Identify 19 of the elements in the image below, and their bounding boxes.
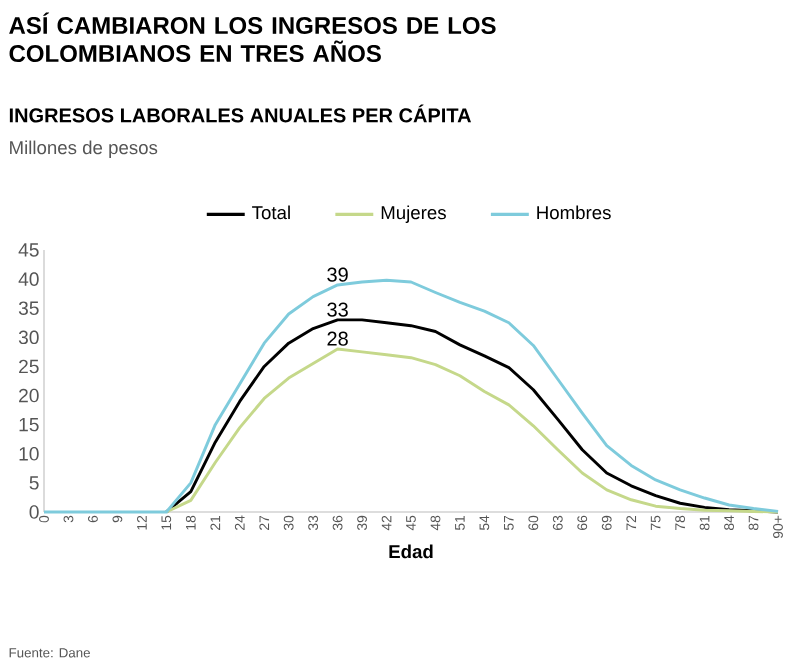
annotation: 33	[327, 302, 348, 317]
legend-label: Hombres	[537, 205, 611, 220]
y-tick-label: 30	[18, 330, 39, 345]
y-tick-label: 10	[19, 447, 39, 461]
y-tick-label: 25	[19, 359, 39, 374]
chart-subtitle: INGRESOS LABORALES ANUALES PER CÁPITA	[9, 104, 472, 123]
x-axis-title: Edad	[389, 544, 433, 559]
y-tick-label: 15	[19, 417, 39, 432]
chart-title: ASÍ CAMBIARON LOS INGRESOS DE LOS COLOMBIANOS EN TRES AÑOS	[9, 12, 496, 63]
y-tick-label: 20	[19, 388, 39, 403]
y-tick-label: 40	[18, 272, 39, 286]
y-tick-label: 5	[29, 476, 39, 490]
text: Millones de pesos	[10, 140, 158, 158]
y-tick-label: 35	[18, 301, 39, 315]
y-tick-label: 45	[18, 243, 39, 257]
legend-label: Total	[252, 205, 290, 220]
annotation: 39	[327, 267, 348, 282]
annotation: 28	[327, 331, 348, 346]
legend-label: Mujeres	[381, 205, 446, 223]
